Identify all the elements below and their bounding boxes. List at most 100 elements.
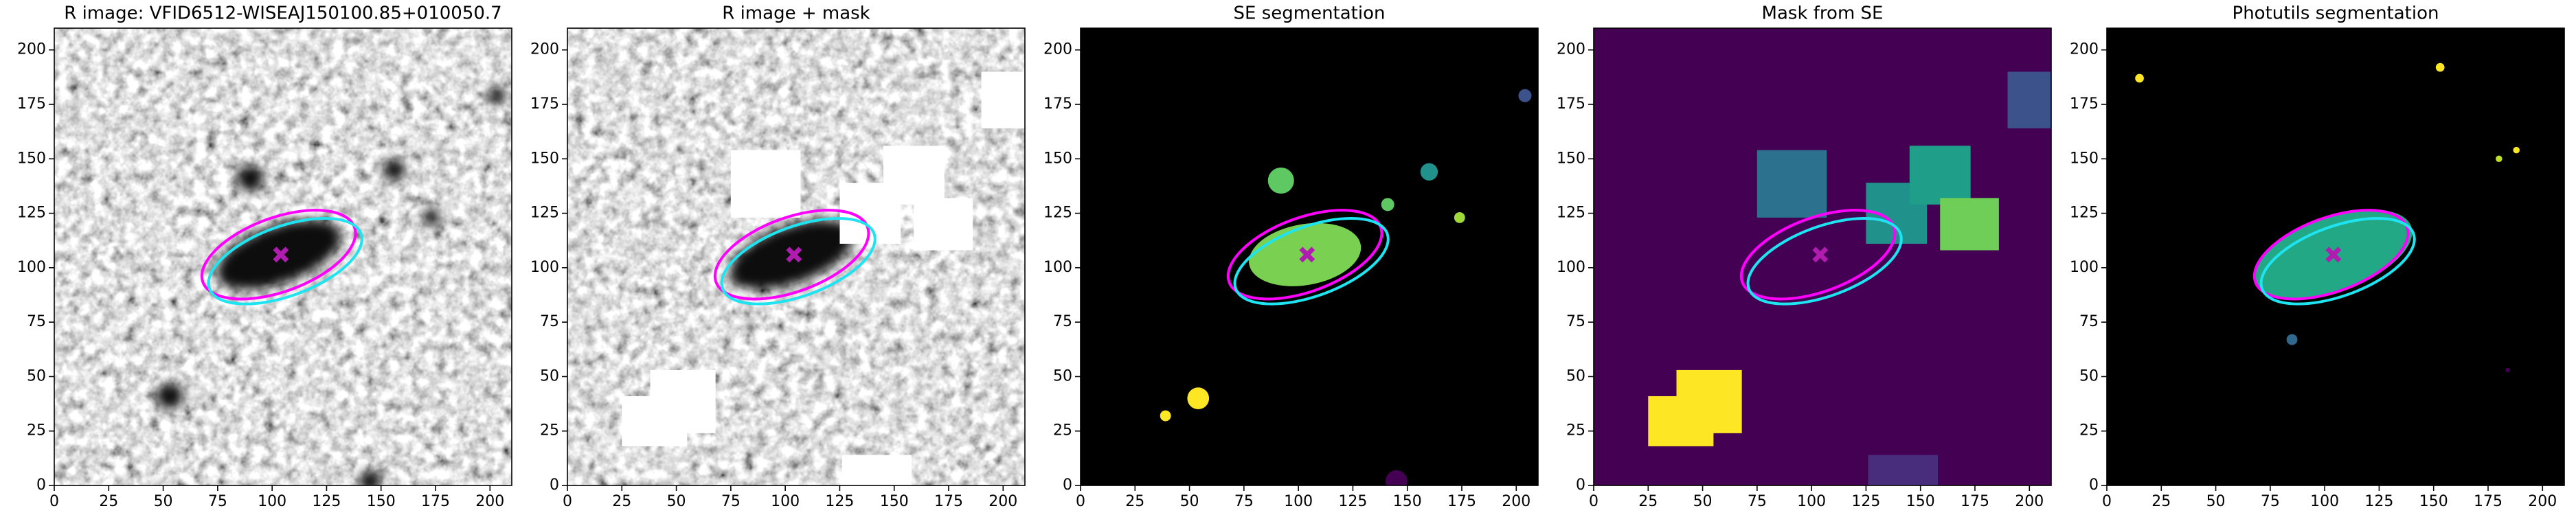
y-tick-label: 100 [17, 259, 46, 276]
y-tick-label: 125 [530, 205, 559, 222]
x-tick-label: 25 [1638, 493, 1658, 510]
center-marker [786, 247, 802, 263]
mask-region [1756, 150, 1827, 218]
source [488, 87, 506, 104]
x-tick-label: 25 [1125, 493, 1144, 510]
x-tick-label: 175 [934, 493, 963, 510]
source [1420, 163, 1438, 181]
x-tick-label: 150 [2419, 493, 2448, 510]
x-tick-label: 175 [2474, 493, 2502, 510]
source [1518, 89, 1532, 102]
x-tick-label: 75 [208, 493, 227, 510]
panel: R image + mask 0 25 50 75 100 125 150 175 200 0 25 5… [530, 3, 1026, 510]
source [422, 209, 440, 227]
y-tick-label: 150 [2070, 150, 2099, 167]
source [1160, 410, 1171, 422]
x-tick-label: 175 [421, 493, 450, 510]
x-tick-label: 125 [2364, 493, 2393, 510]
y-tick-label: 200 [17, 41, 46, 58]
y-tick-label: 75 [540, 313, 559, 330]
x-tick-label: 175 [1447, 493, 1476, 510]
source [2286, 334, 2298, 345]
x-tick-label: 50 [154, 493, 173, 510]
x-tick-label: 150 [1906, 493, 1935, 510]
y-tick-label: 175 [17, 95, 46, 113]
x-tick-label: 25 [2151, 493, 2171, 510]
mask-region [914, 198, 973, 251]
y-tick-label: 75 [1566, 313, 1585, 330]
y-tick-label: 25 [540, 422, 559, 439]
x-tick-label: 150 [880, 493, 909, 510]
x-tick-label: 125 [1338, 493, 1367, 510]
x-tick-label: 25 [99, 493, 118, 510]
center-marker [1812, 247, 1829, 263]
mask-region [1868, 455, 1939, 485]
y-tick-label: 50 [1566, 367, 1585, 385]
y-tick-label: 200 [1043, 41, 1072, 58]
panel: R image: VFID6512-WISEAJ150100.85+010050… [17, 3, 512, 510]
axes-frame [54, 27, 512, 486]
panel-title: R image + mask [722, 3, 870, 24]
panel: Photutils segmentation 0 25 50 75 100 125 150 17… [2070, 3, 2565, 510]
x-tick-label: 150 [367, 493, 396, 510]
y-tick-label: 125 [1557, 205, 1585, 222]
panel: SE segmentation 0 25 50 75 100 125 150 175 200 0 25… [1043, 3, 1539, 510]
source [157, 382, 183, 409]
x-tick-label: 200 [2528, 493, 2557, 510]
x-tick-label: 0 [1589, 493, 1598, 510]
mask-region [730, 150, 801, 218]
y-tick-label: 125 [1043, 205, 1072, 222]
mask-region [841, 455, 912, 485]
y-tick-label: 150 [530, 150, 559, 167]
x-tick-label: 0 [49, 493, 59, 510]
panel-title: Photutils segmentation [2233, 3, 2439, 24]
mask-region [1909, 146, 1971, 205]
axes-frame [1080, 27, 1539, 486]
source [1267, 167, 1294, 194]
x-tick-label: 125 [825, 493, 854, 510]
y-tick-label: 50 [2079, 367, 2099, 385]
x-tick-label: 175 [1961, 493, 1989, 510]
x-tick-label: 75 [2261, 493, 2280, 510]
y-tick-label: 175 [2070, 95, 2099, 113]
y-tick-label: 175 [1557, 95, 1585, 113]
source [237, 165, 264, 192]
x-tick-label: 125 [1851, 493, 1880, 510]
y-tick-label: 25 [27, 422, 46, 439]
x-tick-label: 100 [1284, 493, 1313, 510]
aperture-ellipse [720, 217, 877, 306]
y-tick-label: 75 [2079, 313, 2099, 330]
x-tick-label: 200 [1502, 493, 1530, 510]
x-tick-label: 200 [988, 493, 1017, 510]
y-tick-label: 0 [550, 477, 559, 494]
y-tick-label: 0 [1063, 477, 1072, 494]
x-tick-label: 50 [1180, 493, 1199, 510]
y-tick-label: 200 [2070, 41, 2099, 58]
y-tick-label: 200 [1557, 41, 1585, 58]
y-tick-label: 50 [1053, 367, 1072, 385]
source [383, 159, 405, 181]
y-tick-label: 125 [2070, 205, 2099, 222]
aperture-ellipse [1233, 217, 1390, 306]
source [2496, 155, 2502, 163]
y-tick-label: 175 [530, 95, 559, 113]
center-marker [2325, 247, 2342, 263]
x-tick-label: 50 [1693, 493, 1713, 510]
y-tick-label: 100 [2070, 259, 2099, 276]
x-tick-label: 75 [1234, 493, 1254, 510]
panel-title: R image: VFID6512-WISEAJ150100.85+010050… [64, 3, 501, 24]
x-tick-label: 150 [1393, 493, 1422, 510]
x-tick-label: 50 [667, 493, 686, 510]
x-tick-label: 50 [2206, 493, 2226, 510]
image [567, 28, 1025, 485]
panel: Mask from SE 0 25 50 75 100 125 150 175 200 0 25 50 7… [1557, 3, 2052, 510]
y-tick-label: 0 [2089, 477, 2099, 494]
source [359, 470, 381, 485]
x-tick-label: 100 [258, 493, 286, 510]
y-tick-label: 0 [1576, 477, 1585, 494]
source [1187, 387, 1210, 410]
source [1381, 198, 1394, 211]
image [1594, 28, 2051, 485]
y-tick-label: 0 [36, 477, 46, 494]
